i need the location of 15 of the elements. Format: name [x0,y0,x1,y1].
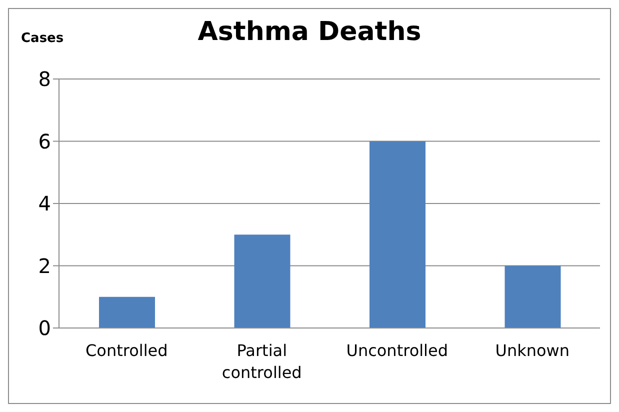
y-tick-label: 2 [38,254,51,278]
y-tick-label: 4 [38,192,51,216]
bar [234,234,290,328]
y-tick-label: 8 [38,67,51,92]
bar [504,266,561,328]
y-axis-title: Cases [21,31,64,46]
y-tick-label: 6 [38,129,51,154]
chart-title: Asthma Deaths [198,17,422,47]
x-tick-label: Controlled [85,341,168,360]
y-tick-label: 0 [38,316,51,340]
bar [99,296,155,328]
x-tick-label: Uncontrolled [346,341,448,360]
x-tick-label: Unknown [495,341,570,360]
x-tick-label: Partial controlled [222,341,302,382]
bar [370,141,426,328]
